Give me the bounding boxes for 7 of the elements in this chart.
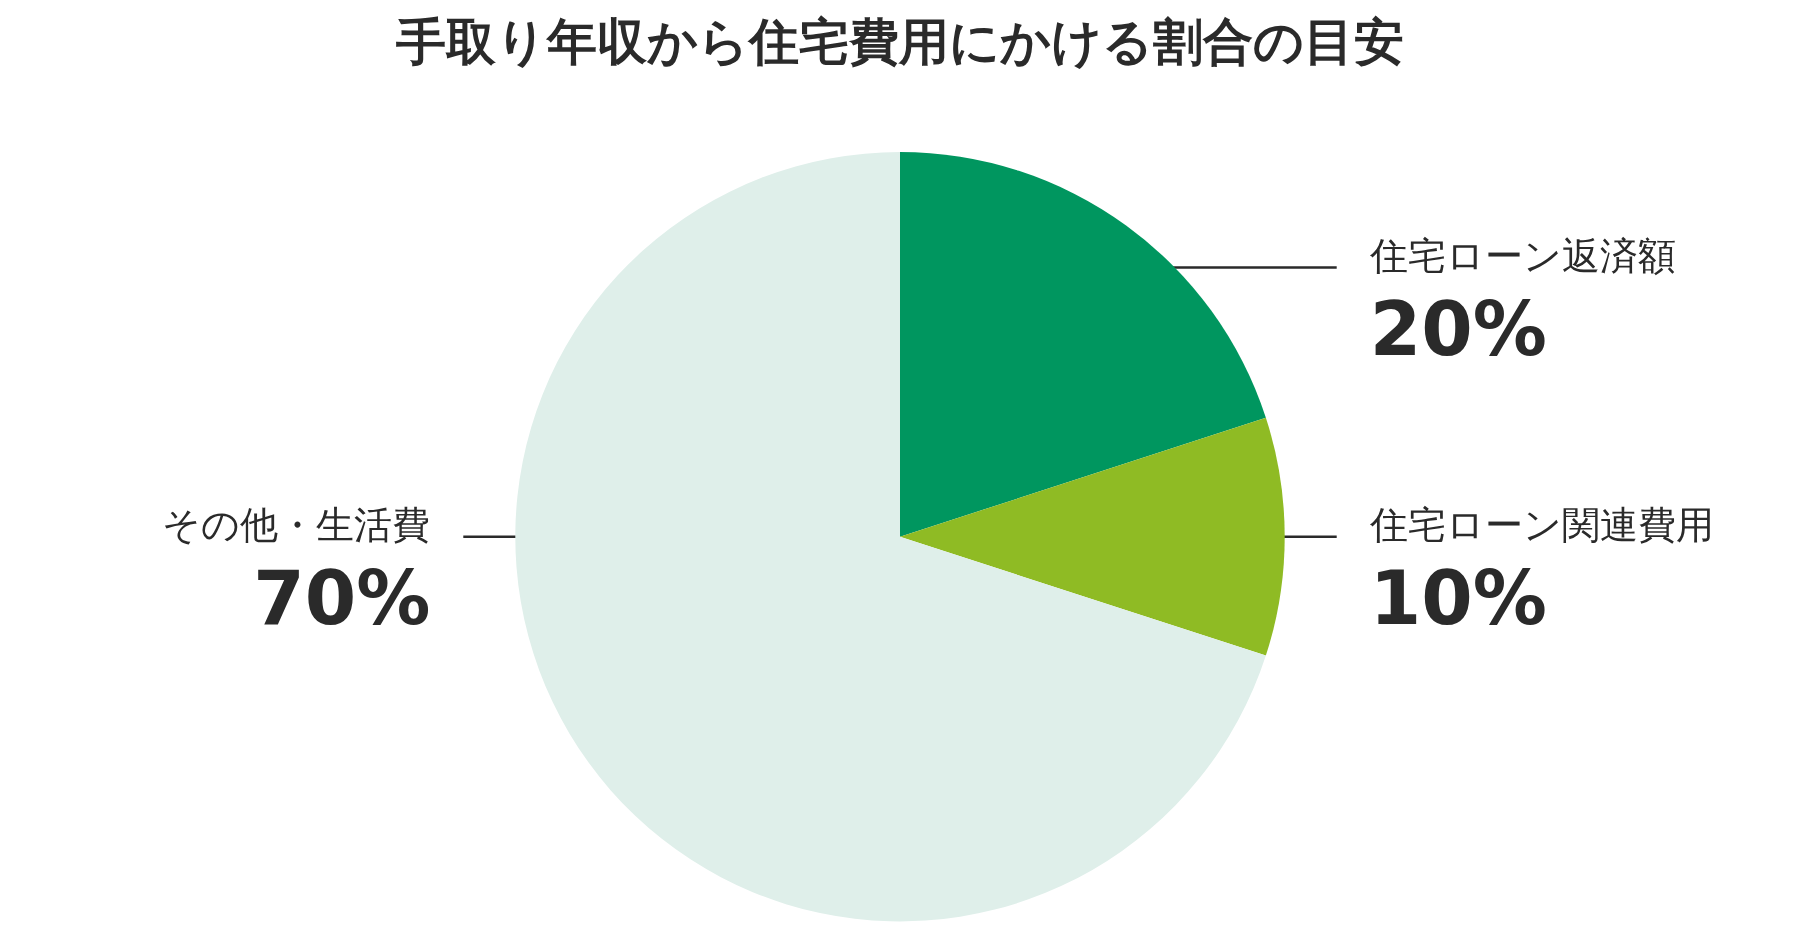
data-label: 70%: [253, 554, 431, 641]
chart-title: 手取り年収から住宅費用にかける割合の目安: [395, 13, 1404, 71]
slice-label: その他・生活費: [162, 502, 431, 547]
data-label: 10%: [1369, 554, 1547, 641]
data-label: 20%: [1369, 285, 1547, 372]
slice-label: 住宅ローン返済額: [1368, 233, 1676, 278]
slice-label: 住宅ローン関連費用: [1368, 502, 1714, 547]
